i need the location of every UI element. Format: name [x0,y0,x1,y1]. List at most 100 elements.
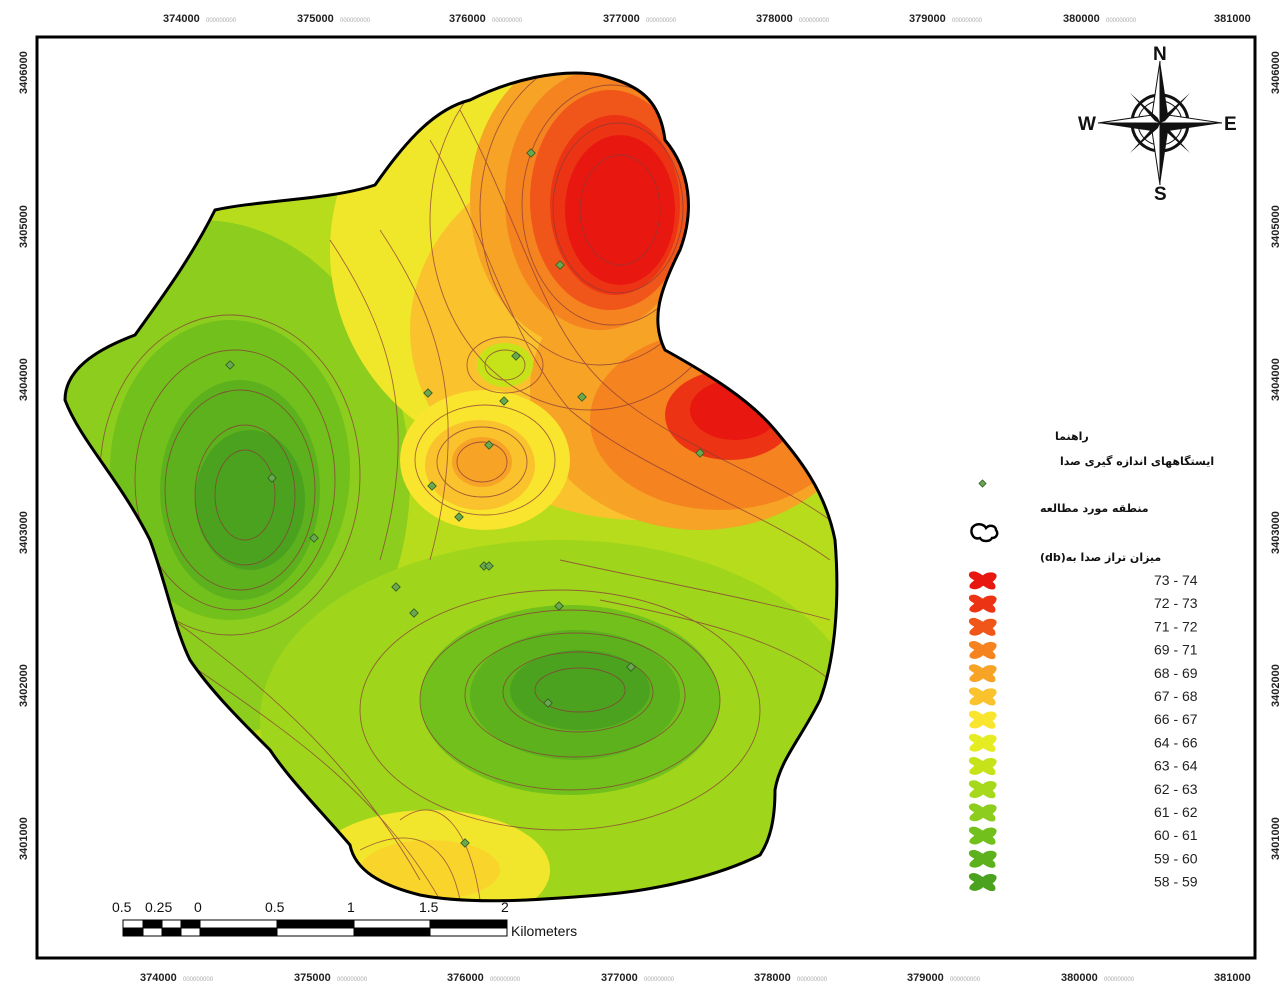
top-tick: 377000 000000000 [603,13,677,25]
top-tick-label: 375000 [297,13,334,25]
left-axis: 3406000 3405000 3404000 3403000 3402000 … [18,51,30,860]
legend-noise-level-label: میزان تراز صدا به(db) [1040,551,1161,564]
top-tick-suffix: 000000000 [646,18,677,24]
bottom-tick-label: 381000 [1214,972,1251,984]
legend-class-item: 72 - 73 [968,594,1198,613]
station-marker [409,608,419,618]
station-marker [267,473,277,483]
bottom-tick-label: 379000 [907,972,944,984]
top-tick-suffix: 000000000 [1106,18,1137,24]
legend-study-area-symbol [970,523,999,543]
right-tick-label: 3403000 [1270,511,1282,554]
bottom-tick-suffix: 000000000 [490,977,521,983]
top-axis: 374000 000000000 375000 000000000 376000… [163,13,1251,25]
legend-class-label: 68 - 69 [1154,665,1198,681]
legend-class-item: 63 - 64 [968,757,1198,776]
bottom-tick-suffix: 000000000 [337,977,368,983]
station-marker [391,582,401,592]
right-tick-label: 3405000 [1270,205,1282,248]
top-tick: 378000 000000000 [756,13,830,25]
top-tick-label: 378000 [756,13,793,25]
legend-class-label: 62 - 63 [1154,781,1198,797]
legend-classes: 73 - 74 72 - 73 71 - 72 69 - 71 68 - 69 67 - … [968,571,1198,892]
bottom-tick: 375000 000000000 [294,972,368,984]
study-area-outline [63,71,839,903]
station-marker [460,838,470,848]
legend-class-label: 60 - 61 [1154,827,1198,843]
scale-label: 0.25 [145,899,172,915]
west-letter: W [1078,114,1096,135]
station-marker [526,148,536,158]
legend-class-label: 59 - 60 [1154,850,1198,866]
station-marker [484,561,494,571]
right-tick-label: 3401000 [1270,817,1282,860]
legend-stations-label: ایستگاههای اندازه گیری صدا [1060,455,1214,468]
stations [225,148,705,848]
legend-class-item: 62 - 63 [968,780,1198,799]
legend-class-swatch [968,594,997,613]
legend-class-label: 72 - 73 [1154,595,1198,611]
legend-study-area-label: منطقه مورد مطالعه [1040,502,1149,515]
scale-label: 0.5 [112,899,132,915]
bottom-tick: 374000 000000000 [140,972,214,984]
scale-unit: Kilometers [511,923,577,939]
bottom-tick-suffix: 000000000 [644,977,675,983]
top-tick-suffix: 000000000 [492,18,523,24]
left-tick-label: 3405000 [18,205,30,248]
east-letter: E [1224,114,1237,135]
station-marker [555,260,565,270]
legend-class-label: 73 - 74 [1154,572,1198,588]
station-marker [484,440,494,450]
left-tick-label: 3403000 [18,511,30,554]
legend-class-swatch [968,849,997,868]
station-marker [309,533,319,543]
scale-label: 0.5 [265,899,285,915]
legend-class-label: 67 - 68 [1154,688,1198,704]
legend-class-item: 68 - 69 [968,664,1198,683]
scale-label: 1.5 [419,899,439,915]
top-tick-label: 380000 [1063,13,1100,25]
legend-class-label: 71 - 72 [1154,618,1198,634]
legend-class-item: 69 - 71 [968,641,1198,660]
left-tick-label: 3401000 [18,817,30,860]
left-tick-label: 3404000 [18,358,30,401]
station-marker [499,396,509,406]
bottom-tick: 381000 [1214,972,1251,984]
legend-class-item: 71 - 72 [968,617,1198,636]
legend-class-swatch [968,641,997,660]
top-tick: 380000 000000000 [1063,13,1137,25]
bottom-tick: 378000 000000000 [754,972,828,984]
legend-class-swatch [968,687,997,706]
station-marker [511,351,521,361]
top-tick-label: 381000 [1214,13,1251,25]
legend-class-swatch [968,571,997,590]
legend-class-swatch [968,733,997,752]
bottom-tick-label: 378000 [754,972,791,984]
top-tick-label: 377000 [603,13,640,25]
south-letter: S [1154,184,1167,205]
legend-class-item: 73 - 74 [968,571,1198,590]
scale-label: 1 [347,899,355,915]
legend-class-label: 63 - 64 [1154,758,1198,774]
legend-class-swatch [968,873,997,892]
station-marker [577,392,587,402]
legend-class-label: 61 - 62 [1154,804,1198,820]
legend-class-label: 58 - 59 [1154,874,1198,890]
legend-class-item: 64 - 66 [968,733,1198,752]
station-marker [543,698,553,708]
top-tick: 379000 000000000 [909,13,983,25]
bottom-tick-label: 374000 [140,972,177,984]
legend-title: راهنما [1055,430,1089,443]
bottom-tick-label: 375000 [294,972,331,984]
bottom-axis: 374000 000000000 375000 000000000 376000… [140,972,1251,984]
top-tick-label: 376000 [449,13,486,25]
legend-class-swatch [968,664,997,683]
legend-class-swatch [968,780,997,799]
bottom-tick-suffix: 000000000 [183,977,214,983]
legend-class-item: 66 - 67 [968,710,1198,729]
legend-class-item: 60 - 61 [968,826,1198,845]
scale-bar-segments [122,919,508,937]
top-tick: 381000 [1214,13,1251,25]
top-tick-suffix: 000000000 [799,18,830,24]
